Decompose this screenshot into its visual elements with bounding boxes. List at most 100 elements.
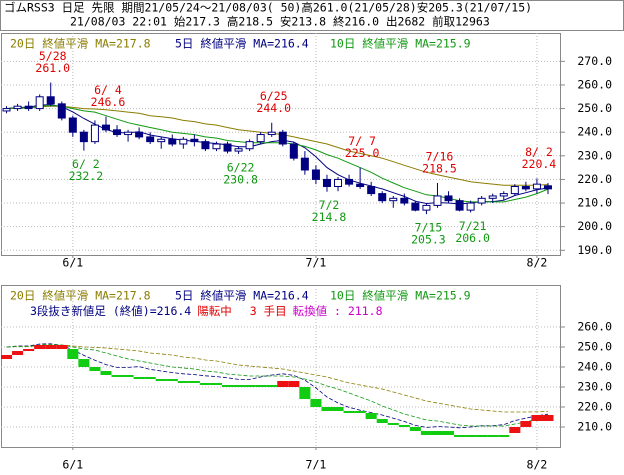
break-block (299, 387, 311, 399)
break-block (89, 367, 101, 371)
y-tick-label: 220.0 (577, 172, 612, 186)
candle-body (300, 157, 309, 171)
candle-body (400, 197, 409, 204)
break-block (431, 431, 443, 435)
candle-body (113, 129, 122, 136)
break-block (78, 359, 90, 367)
candle-body (311, 169, 320, 180)
x-tick-label: 7/1 (306, 458, 327, 472)
annotation-date: 7/15 (415, 221, 443, 235)
break-block (277, 381, 289, 387)
y-tick-label: 200.0 (577, 219, 612, 233)
y-tick-label: 210.0 (577, 420, 612, 434)
break-block (332, 407, 344, 411)
break-block (210, 383, 222, 385)
break-block (376, 419, 388, 423)
break-block (177, 381, 189, 383)
break-block (288, 381, 300, 387)
ma-line (6, 343, 549, 429)
legend-entry: 5日 終値平滑 MA=216.4 (175, 289, 309, 303)
legend-entry: 5日 終値平滑 MA=216.4 (175, 37, 309, 51)
x-tick-label: 8/2 (527, 256, 548, 270)
break-block (122, 375, 134, 377)
break-block (443, 431, 455, 435)
break-block (310, 399, 322, 407)
candle-body (521, 186, 530, 190)
annotation-value: 206.0 (455, 231, 490, 245)
candle-body (378, 193, 387, 202)
annotation-value: 244.0 (256, 101, 291, 115)
candle-body (532, 183, 541, 190)
candle-body (223, 143, 232, 152)
candle-body (389, 197, 398, 202)
candle-body (356, 183, 365, 188)
break-block (144, 377, 156, 379)
break-block (199, 383, 211, 385)
annotation-date: 5/28 (39, 49, 67, 63)
break-block (409, 427, 421, 431)
break-block (45, 345, 57, 349)
y-tick-label: 240.0 (577, 125, 612, 139)
candle-body (433, 195, 442, 206)
header-line: 21/08/03 22:01 始217.3 高218.5 安213.8 終216… (70, 15, 490, 29)
y-tick-label: 250.0 (577, 340, 612, 354)
status-text: 3段抜き新値足 (終値)=216.4 (30, 304, 191, 318)
y-tick-label: 270.0 (577, 54, 612, 68)
y-tick-label: 260.0 (577, 77, 612, 91)
break-block (520, 421, 532, 427)
candle-body (35, 96, 44, 110)
break-block (498, 435, 510, 437)
candle-body (278, 131, 287, 145)
annotation-date: 6/ 2 (72, 157, 100, 171)
status-text: 転換値 : 211.8 (293, 304, 383, 318)
break-block (244, 385, 256, 387)
candle-body (13, 105, 22, 110)
candle-body (256, 134, 265, 143)
break-block (222, 385, 234, 387)
header-line: ゴムRSS3 日足 先限 期間21/05/24～21/08/03( 50)高26… (4, 1, 532, 15)
annotation-value: 220.4 (522, 157, 557, 171)
candle-body (57, 103, 66, 119)
legend-entry: 10日 終値平滑 MA=215.9 (330, 37, 471, 51)
break-block (509, 427, 521, 433)
break-block (34, 345, 46, 349)
break-block (266, 385, 278, 387)
candle-body (179, 138, 188, 145)
break-block (188, 381, 200, 383)
ma-line (6, 343, 549, 427)
candle-body (444, 195, 453, 202)
candle-body (135, 131, 144, 138)
status-text: 陽転中 (197, 304, 232, 318)
candle-body (212, 143, 221, 150)
candle-body (499, 193, 508, 197)
candle-body (168, 138, 177, 145)
y-tick-label: 250.0 (577, 101, 612, 115)
break-block (67, 349, 79, 359)
legend-entry: 20日 終値平滑 MA=217.8 (10, 289, 151, 303)
break-block (542, 415, 554, 421)
break-block (233, 385, 245, 387)
y-tick-label: 220.0 (577, 400, 612, 414)
candle-body (477, 197, 486, 204)
legend-entry: 10日 終値平滑 MA=215.9 (330, 289, 471, 303)
ma-line (6, 344, 549, 413)
candle-body (510, 186, 519, 195)
annotation-value: 261.0 (35, 61, 70, 75)
candle-body (90, 124, 99, 143)
break-block (365, 413, 377, 419)
annotation-date: 6/ 4 (94, 83, 122, 97)
y-tick-label: 260.0 (577, 320, 612, 334)
ma-line (6, 104, 549, 205)
candle-body (2, 108, 11, 112)
break-block (420, 431, 432, 435)
y-tick-label: 240.0 (577, 360, 612, 374)
ma-line (6, 105, 549, 186)
candle-body (543, 185, 552, 190)
candle-body (367, 186, 376, 195)
annotation-date: 7/2 (319, 198, 340, 212)
status-line: 3段抜き新値足 (終値)=216.4 陽転中 3 手目 転換値 : 211.8 (30, 304, 383, 318)
annotation-value: 232.2 (69, 169, 104, 183)
x-tick-label: 6/1 (62, 256, 83, 270)
candle-body (157, 138, 166, 143)
break-block (321, 407, 333, 411)
